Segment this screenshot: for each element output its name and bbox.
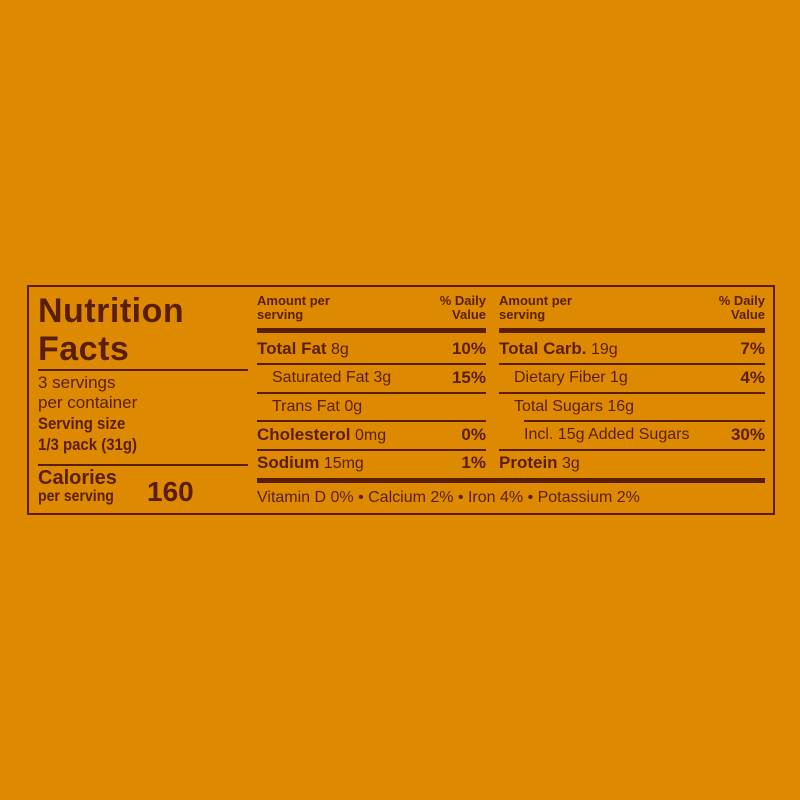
divider (38, 369, 248, 371)
thick-divider (499, 328, 765, 333)
nutrient-row-trans-fat: Trans Fat 0g (272, 398, 363, 415)
dv-header: % Daily Value (439, 293, 486, 322)
thick-divider (257, 328, 486, 333)
dv-header-right: % Daily Value (718, 293, 765, 322)
calories-sub: per serving (38, 488, 114, 505)
divider (257, 449, 486, 451)
serving-size-label: Serving size (38, 414, 126, 433)
divider (499, 363, 765, 365)
amount-header-right: Amount per serving (499, 293, 572, 322)
divider (257, 363, 486, 365)
title-facts: Facts (38, 330, 130, 368)
servings-per-container: per container (38, 393, 138, 412)
vitamins-minerals: Vitamin D 0% • Calcium 2% • Iron 4% • Po… (257, 489, 640, 506)
nutrition-facts-panel: Nutrition Facts 3 servings per container… (27, 285, 775, 515)
calories-label: Calories (38, 467, 117, 489)
divider (499, 392, 765, 394)
nutrient-row-total-fat: Total Fat 8g 10% (257, 339, 486, 358)
divider (499, 449, 765, 451)
nutrient-row-sodium: Sodium 15mg 1% (257, 453, 486, 472)
nutrient-row-total-sugars: Total Sugars 16g (514, 398, 635, 415)
nutrient-row-added-sugars: Incl. 15g Added Sugars 30% (524, 425, 765, 444)
thick-divider (257, 478, 765, 483)
nutrient-row-saturated-fat: Saturated Fat 3g 15% (272, 368, 486, 387)
nutrient-row-total-carb: Total Carb. 19g 7% (499, 339, 765, 358)
nutrient-row-protein: Protein 3g (499, 453, 580, 472)
calories-value: 160 (147, 476, 194, 507)
divider (38, 464, 248, 466)
serving-size-value: 1/3 pack (31g) (38, 435, 137, 454)
amount-header: Amount per serving (257, 293, 330, 322)
divider (524, 420, 765, 422)
title-nutrition: Nutrition (38, 292, 185, 330)
nutrient-row-cholesterol: Cholesterol 0mg 0% (257, 425, 486, 444)
servings-count: 3 servings (38, 373, 116, 392)
divider (257, 392, 486, 394)
nutrient-row-dietary-fiber: Dietary Fiber 1g 4% (514, 368, 765, 387)
divider (257, 420, 486, 422)
